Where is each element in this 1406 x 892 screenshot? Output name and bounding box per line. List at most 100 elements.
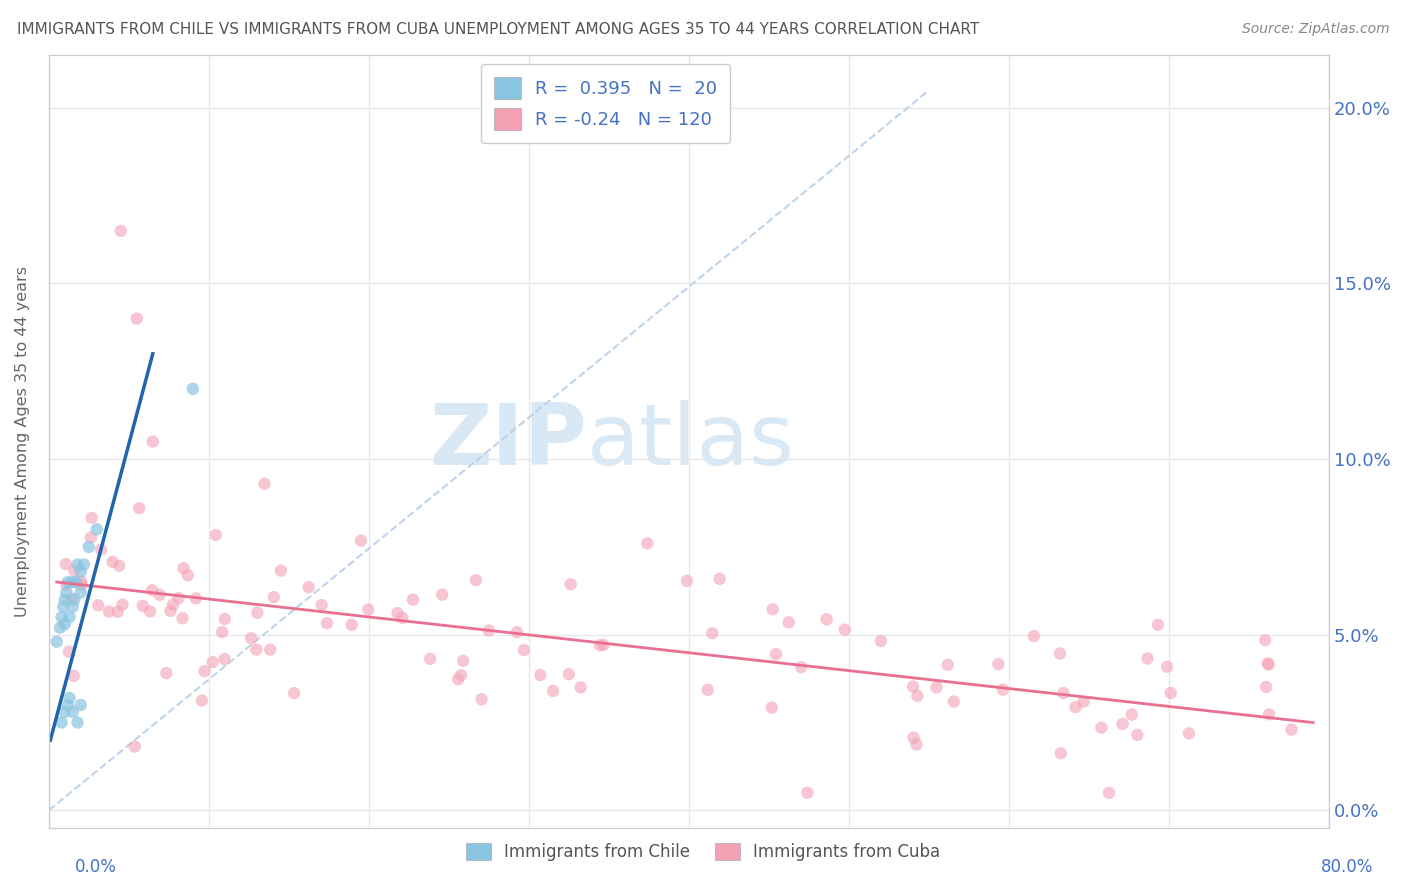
Point xyxy=(350,533,373,548)
Point xyxy=(702,626,724,640)
Point xyxy=(762,602,785,616)
Point xyxy=(834,623,856,637)
Point xyxy=(51,610,73,624)
Point xyxy=(101,555,124,569)
Point xyxy=(1156,659,1178,673)
Point xyxy=(529,668,551,682)
Point xyxy=(709,572,731,586)
Point xyxy=(69,565,91,579)
Point xyxy=(1254,633,1277,648)
Point xyxy=(796,786,818,800)
Point xyxy=(58,690,80,705)
Point xyxy=(1257,657,1279,671)
Point xyxy=(63,564,86,578)
Point xyxy=(761,700,783,714)
Point xyxy=(80,511,103,525)
Point xyxy=(901,680,924,694)
Point xyxy=(925,681,948,695)
Point xyxy=(311,598,333,612)
Point xyxy=(56,698,79,712)
Point xyxy=(402,592,425,607)
Point xyxy=(69,698,91,712)
Text: Source: ZipAtlas.com: Source: ZipAtlas.com xyxy=(1241,22,1389,37)
Point xyxy=(55,557,77,571)
Point xyxy=(1178,726,1201,740)
Point xyxy=(447,673,470,687)
Point xyxy=(1022,629,1045,643)
Point xyxy=(62,575,84,590)
Point xyxy=(128,501,150,516)
Point xyxy=(45,634,67,648)
Point xyxy=(1090,721,1112,735)
Point xyxy=(1136,651,1159,665)
Point xyxy=(506,625,529,640)
Point xyxy=(1126,728,1149,742)
Point xyxy=(211,625,233,640)
Point xyxy=(110,224,132,238)
Point xyxy=(56,575,79,590)
Point xyxy=(201,655,224,669)
Point xyxy=(65,575,87,590)
Point xyxy=(903,731,925,745)
Point xyxy=(97,605,120,619)
Legend: Immigrants from Chile, Immigrants from Cuba: Immigrants from Chile, Immigrants from C… xyxy=(458,836,948,868)
Point xyxy=(357,602,380,616)
Point xyxy=(1281,723,1303,737)
Point xyxy=(778,615,800,630)
Point xyxy=(87,599,110,613)
Point xyxy=(55,578,77,592)
Point xyxy=(69,585,91,599)
Point xyxy=(1049,746,1071,760)
Point xyxy=(589,638,612,652)
Point xyxy=(316,616,339,631)
Point xyxy=(214,652,236,666)
Point xyxy=(419,652,441,666)
Point xyxy=(53,617,76,632)
Point xyxy=(125,311,148,326)
Point xyxy=(70,574,93,589)
Point xyxy=(905,738,928,752)
Point xyxy=(52,599,75,614)
Point xyxy=(51,715,73,730)
Point xyxy=(1257,657,1279,672)
Point xyxy=(1064,700,1087,714)
Point xyxy=(63,592,86,607)
Point xyxy=(541,684,564,698)
Point xyxy=(987,657,1010,671)
Point xyxy=(451,654,474,668)
Point xyxy=(62,705,84,719)
Point xyxy=(107,605,129,619)
Point xyxy=(298,580,321,594)
Point xyxy=(465,574,488,588)
Text: ZIP: ZIP xyxy=(429,400,586,483)
Point xyxy=(90,542,112,557)
Point xyxy=(205,528,228,542)
Point xyxy=(263,590,285,604)
Point xyxy=(240,632,263,646)
Point xyxy=(558,667,581,681)
Point xyxy=(1098,786,1121,800)
Point xyxy=(1111,717,1133,731)
Point xyxy=(193,664,215,678)
Point xyxy=(159,604,181,618)
Point xyxy=(139,604,162,618)
Text: 0.0%: 0.0% xyxy=(75,858,117,876)
Point xyxy=(108,558,131,573)
Point xyxy=(1121,707,1143,722)
Point xyxy=(62,599,84,614)
Point xyxy=(1256,680,1278,694)
Point xyxy=(478,624,501,638)
Point xyxy=(1258,707,1281,722)
Point xyxy=(131,599,153,613)
Point xyxy=(259,642,281,657)
Point xyxy=(869,634,891,648)
Point xyxy=(124,739,146,754)
Point xyxy=(283,686,305,700)
Text: IMMIGRANTS FROM CHILE VS IMMIGRANTS FROM CUBA UNEMPLOYMENT AMONG AGES 35 TO 44 Y: IMMIGRANTS FROM CHILE VS IMMIGRANTS FROM… xyxy=(17,22,979,37)
Point xyxy=(569,681,592,695)
Point xyxy=(66,715,89,730)
Y-axis label: Unemployment Among Ages 35 to 44 years: Unemployment Among Ages 35 to 44 years xyxy=(15,266,30,617)
Point xyxy=(790,660,813,674)
Point xyxy=(245,642,267,657)
Point xyxy=(905,689,928,703)
